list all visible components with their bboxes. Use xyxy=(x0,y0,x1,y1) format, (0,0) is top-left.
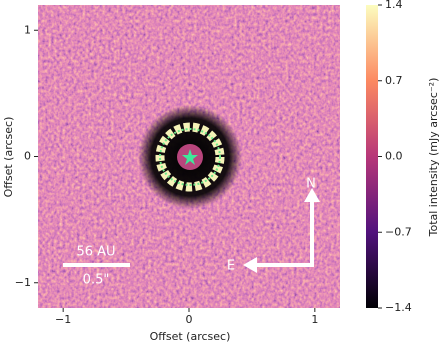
colorbar-label: Total intensity (mJy arcsec⁻²) xyxy=(427,78,440,238)
colorbar-tick-label: −0.7 xyxy=(385,225,412,238)
image: 56 AU 0.5" N E xyxy=(38,5,340,308)
east-arrowhead xyxy=(243,257,257,273)
colorbar xyxy=(366,5,378,308)
x-tick-label: −1 xyxy=(55,313,71,326)
x-axis-label: Offset (arcsec) xyxy=(150,330,231,343)
north-arrowhead xyxy=(304,188,320,202)
scale-au: 56 AU xyxy=(76,245,115,260)
colorbar-tick-label: 1.4 xyxy=(385,0,403,11)
y-tick-label: 0 xyxy=(24,150,31,163)
colorbar-tick-label: 0.7 xyxy=(385,74,403,87)
x-tick-label: 0 xyxy=(186,313,193,326)
x-tick-label: 1 xyxy=(311,313,318,326)
east-label: E xyxy=(227,259,235,274)
star xyxy=(182,149,198,165)
y-axis-label: Offset (arcsec) xyxy=(2,117,15,198)
disk-ellipse xyxy=(159,128,221,186)
colorbar-tick-label: −1.4 xyxy=(385,301,412,314)
y-tick-label: 1 xyxy=(24,23,31,36)
scale-arcsec: 0.5" xyxy=(83,273,110,288)
y-tick-label: −1 xyxy=(15,276,31,289)
north-label: N xyxy=(306,177,316,192)
colorbar-tick-label: 0.0 xyxy=(385,150,403,163)
